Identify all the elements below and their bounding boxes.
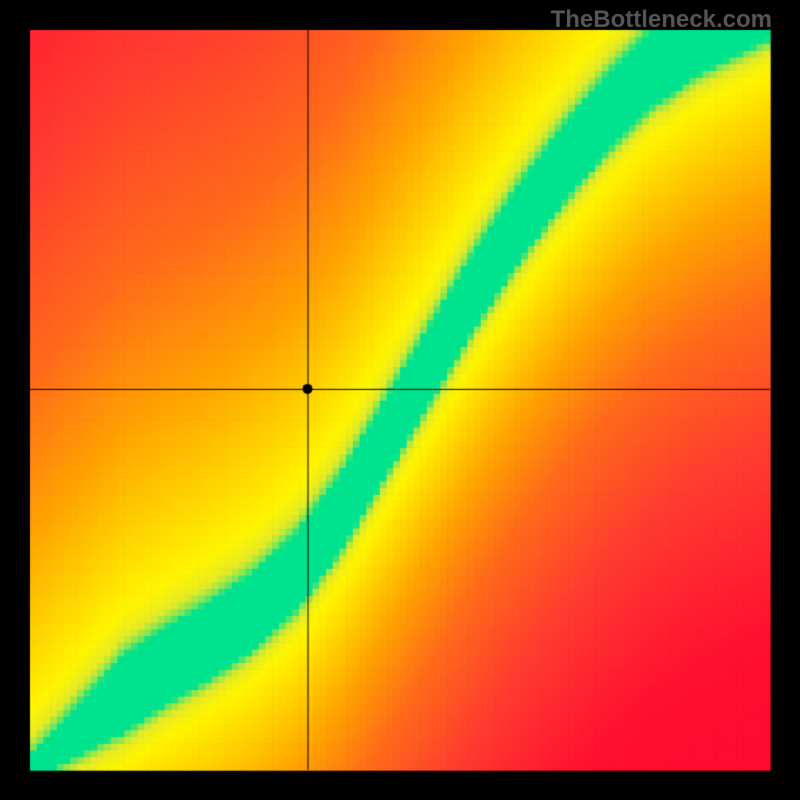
bottleneck-heatmap (0, 0, 800, 800)
chart-container: TheBottleneck.com (0, 0, 800, 800)
watermark-text: TheBottleneck.com (551, 6, 772, 34)
